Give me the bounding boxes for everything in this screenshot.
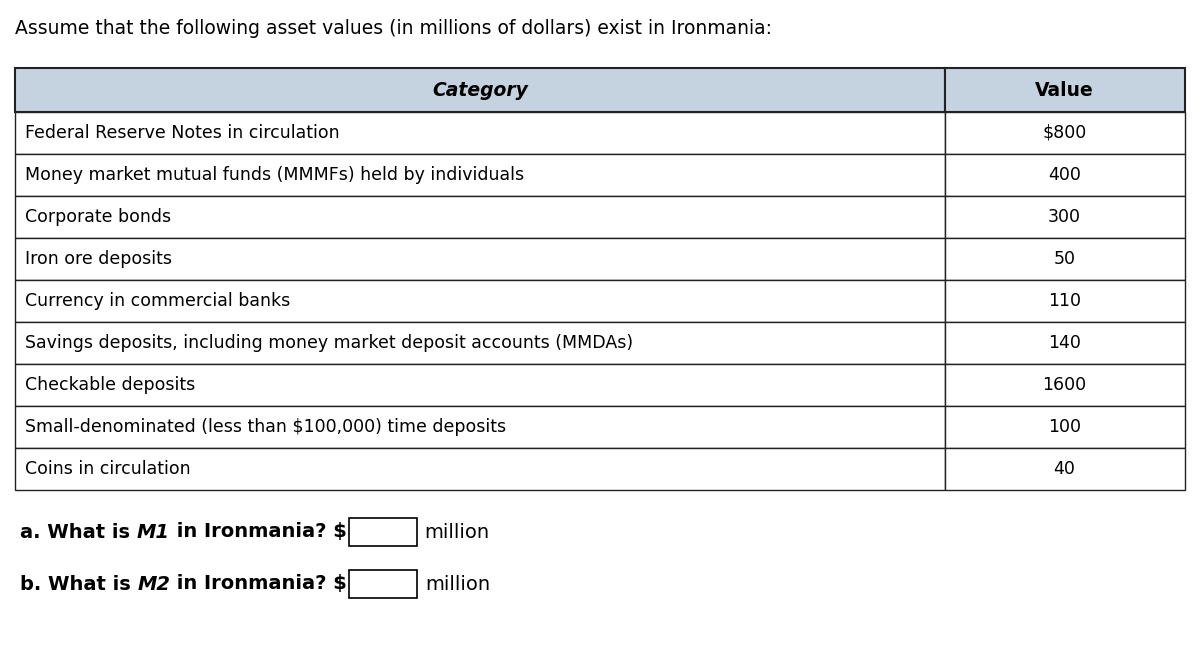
Bar	[14, 322, 946, 364]
Bar	[14, 406, 946, 448]
Bar	[946, 68, 1186, 112]
Text: 40: 40	[1054, 460, 1075, 478]
Text: Iron ore deposits: Iron ore deposits	[25, 250, 172, 268]
Bar	[946, 364, 1186, 406]
Bar	[349, 518, 416, 546]
Text: Assume that the following asset values (in millions of dollars) exist in Ironman: Assume that the following asset values (…	[14, 18, 772, 38]
Text: in Ironmania? $: in Ironmania? $	[170, 574, 347, 593]
Text: Small-denominated (less than $100,000) time deposits: Small-denominated (less than $100,000) t…	[25, 418, 506, 436]
Bar	[14, 364, 946, 406]
Text: M1: M1	[137, 522, 169, 542]
Bar	[946, 448, 1186, 490]
Bar	[14, 154, 946, 196]
Text: 110: 110	[1048, 292, 1081, 310]
Text: b. What is: b. What is	[20, 574, 138, 593]
Bar	[14, 280, 946, 322]
Text: Corporate bonds: Corporate bonds	[25, 208, 172, 226]
Text: Currency in commercial banks: Currency in commercial banks	[25, 292, 290, 310]
Bar	[14, 448, 946, 490]
Text: 140: 140	[1048, 334, 1081, 352]
Text: Coins in circulation: Coins in circulation	[25, 460, 191, 478]
Text: Category: Category	[432, 80, 528, 100]
Text: M2: M2	[138, 574, 170, 593]
Bar	[946, 280, 1186, 322]
Text: $800: $800	[1043, 124, 1087, 142]
Bar	[946, 406, 1186, 448]
Bar	[14, 238, 946, 280]
Bar	[14, 196, 946, 238]
Bar	[946, 322, 1186, 364]
Text: 400: 400	[1048, 166, 1081, 184]
Text: 1600: 1600	[1043, 376, 1086, 394]
Text: million: million	[425, 574, 491, 593]
Text: 100: 100	[1048, 418, 1081, 436]
Bar	[946, 196, 1186, 238]
Bar	[946, 238, 1186, 280]
Text: a. What is: a. What is	[20, 522, 137, 542]
Text: Money market mutual funds (MMMFs) held by individuals: Money market mutual funds (MMMFs) held b…	[25, 166, 524, 184]
Text: Savings deposits, including money market deposit accounts (MMDAs): Savings deposits, including money market…	[25, 334, 634, 352]
Bar	[14, 112, 946, 154]
Text: million: million	[425, 522, 490, 542]
Text: 50: 50	[1054, 250, 1075, 268]
Text: 300: 300	[1048, 208, 1081, 226]
Bar	[349, 570, 418, 598]
Bar	[946, 112, 1186, 154]
Text: Value: Value	[1036, 80, 1094, 100]
Bar	[946, 154, 1186, 196]
Text: in Ironmania? $: in Ironmania? $	[169, 522, 347, 542]
Text: Federal Reserve Notes in circulation: Federal Reserve Notes in circulation	[25, 124, 340, 142]
Bar	[14, 68, 946, 112]
Text: Checkable deposits: Checkable deposits	[25, 376, 196, 394]
